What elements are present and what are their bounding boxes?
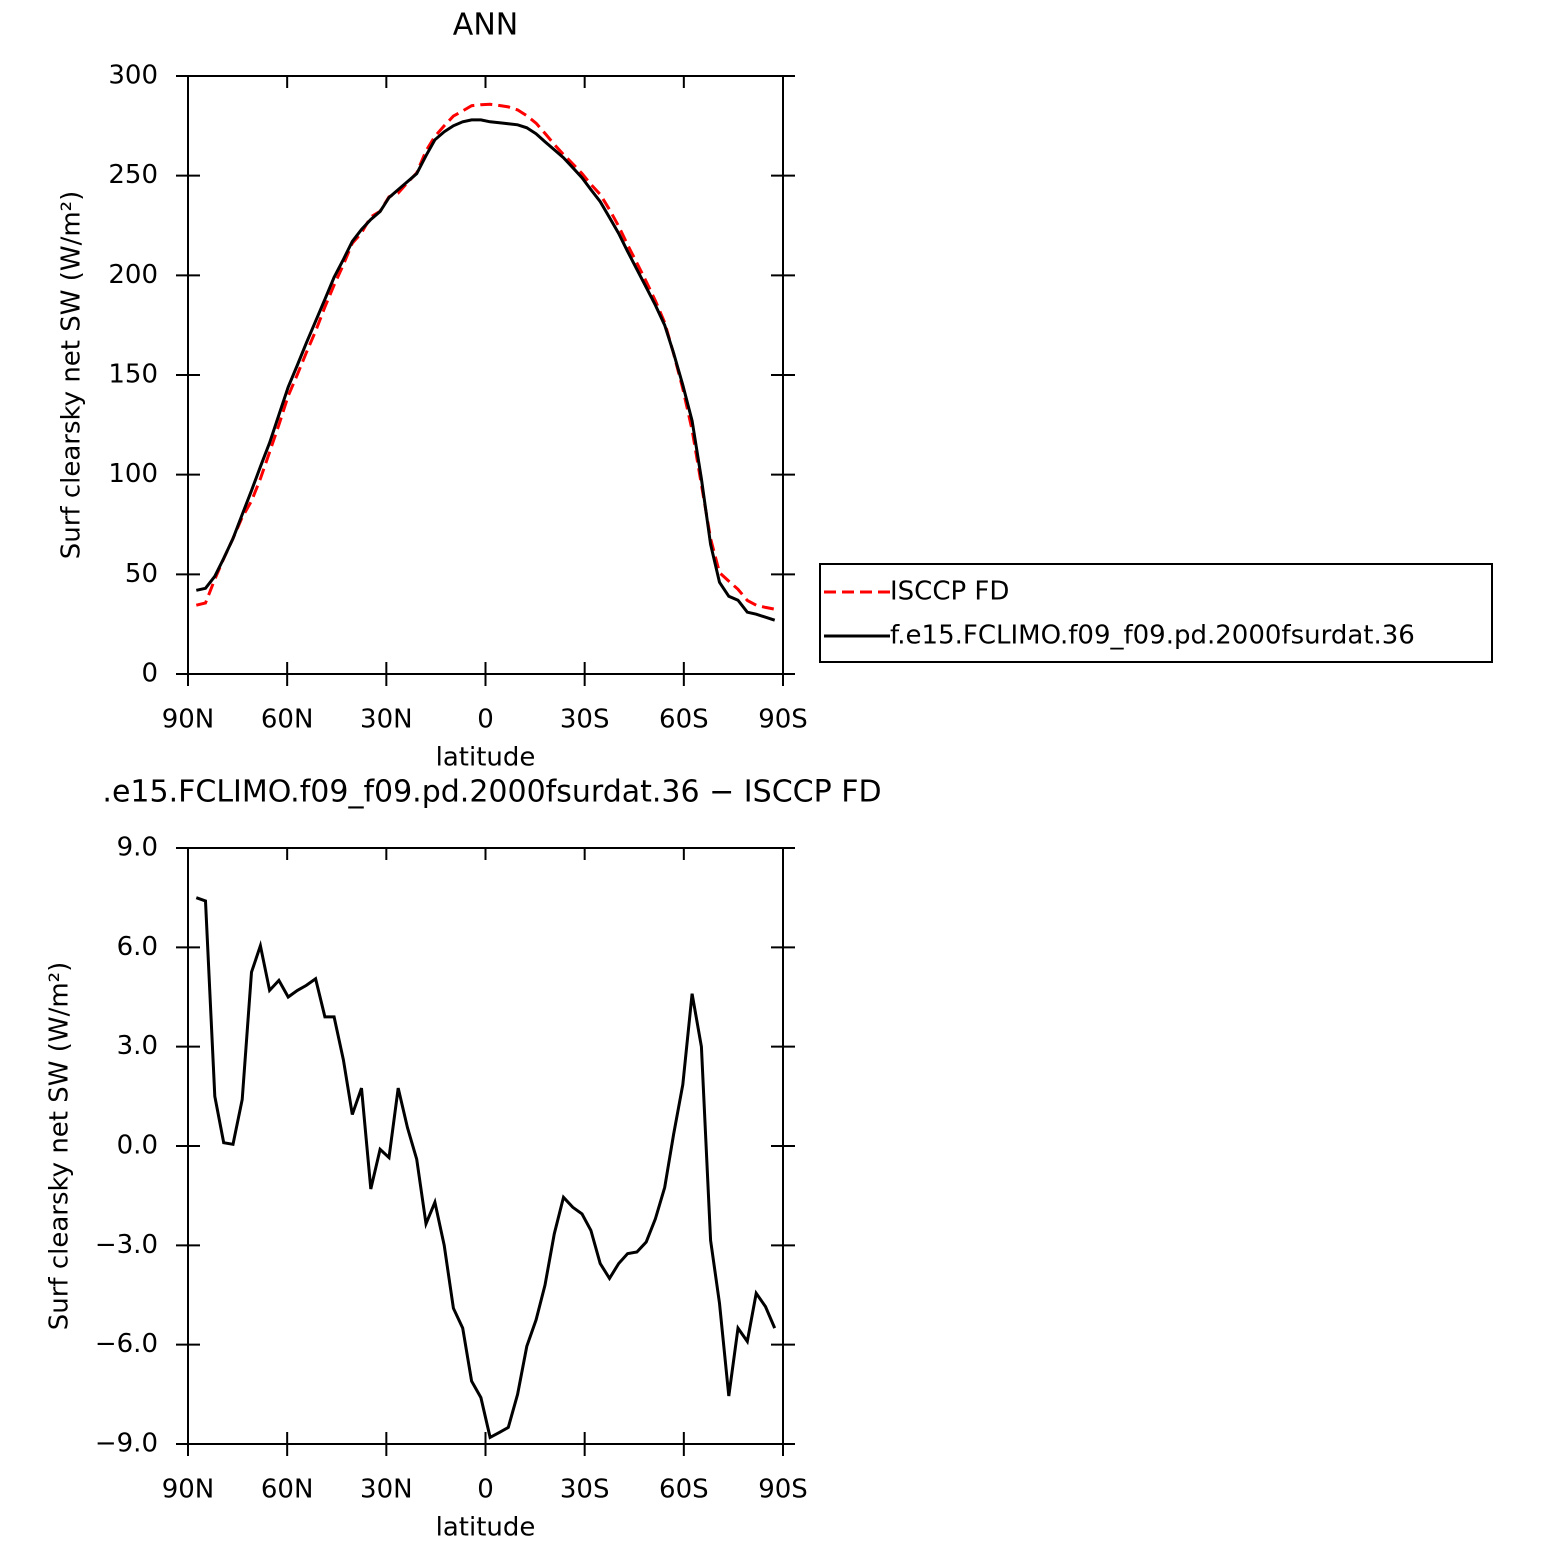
y-tick-label: 100 (108, 459, 158, 489)
x-tick-label: 30N (360, 1475, 413, 1505)
series-line (195, 896, 777, 1440)
y-tick-label: 200 (108, 260, 158, 290)
x-tick-label: 60N (261, 1475, 314, 1505)
y-tick-label: 50 (125, 559, 158, 589)
y-tick-label: 150 (108, 360, 158, 390)
series-line (195, 102, 775, 611)
y-tick-label: −9.0 (95, 1429, 158, 1459)
legend-label: f.e15.FCLIMO.f09_f09.pd.2000fsurdat.36 (890, 621, 1415, 651)
y-axis-label: Surf clearsky net SW (W/m²) (57, 191, 87, 559)
chart-title: ANN (453, 8, 518, 43)
x-axis-label: latitude (436, 743, 536, 773)
legend-box (819, 563, 1493, 663)
x-tick-label: 30S (560, 1475, 610, 1505)
series-line (195, 118, 776, 622)
chart-title: .e15.FCLIMO.f09_f09.pd.2000fsurdat.36 − … (102, 775, 881, 810)
x-tick-label: 90S (758, 1475, 808, 1505)
y-tick-label: 0.0 (117, 1131, 158, 1161)
y-tick-label: 9.0 (117, 833, 158, 863)
x-tick-label: 60S (659, 705, 709, 735)
y-tick-label: 300 (108, 61, 158, 91)
x-tick-label: 90N (162, 1475, 215, 1505)
y-axis-label: Surf clearsky net SW (W/m²) (45, 962, 75, 1330)
plot-frame (187, 75, 784, 675)
y-tick-label: 3.0 (117, 1031, 158, 1061)
plot-frame (187, 847, 784, 1445)
x-axis-label: latitude (436, 1513, 536, 1543)
x-tick-label: 30S (560, 705, 610, 735)
y-tick-label: −3.0 (95, 1230, 158, 1260)
x-tick-label: 90N (162, 705, 215, 735)
y-tick-label: 6.0 (117, 932, 158, 962)
x-tick-label: 0 (477, 1475, 494, 1505)
x-tick-label: 0 (477, 705, 494, 735)
x-tick-label: 90S (758, 705, 808, 735)
y-tick-label: −6.0 (95, 1329, 158, 1359)
legend-label: ISCCP FD (890, 577, 1009, 607)
y-tick-label: 0 (141, 659, 158, 689)
x-tick-label: 60S (659, 1475, 709, 1505)
x-tick-label: 30N (360, 705, 413, 735)
y-tick-label: 250 (108, 160, 158, 190)
x-tick-label: 60N (261, 705, 314, 735)
